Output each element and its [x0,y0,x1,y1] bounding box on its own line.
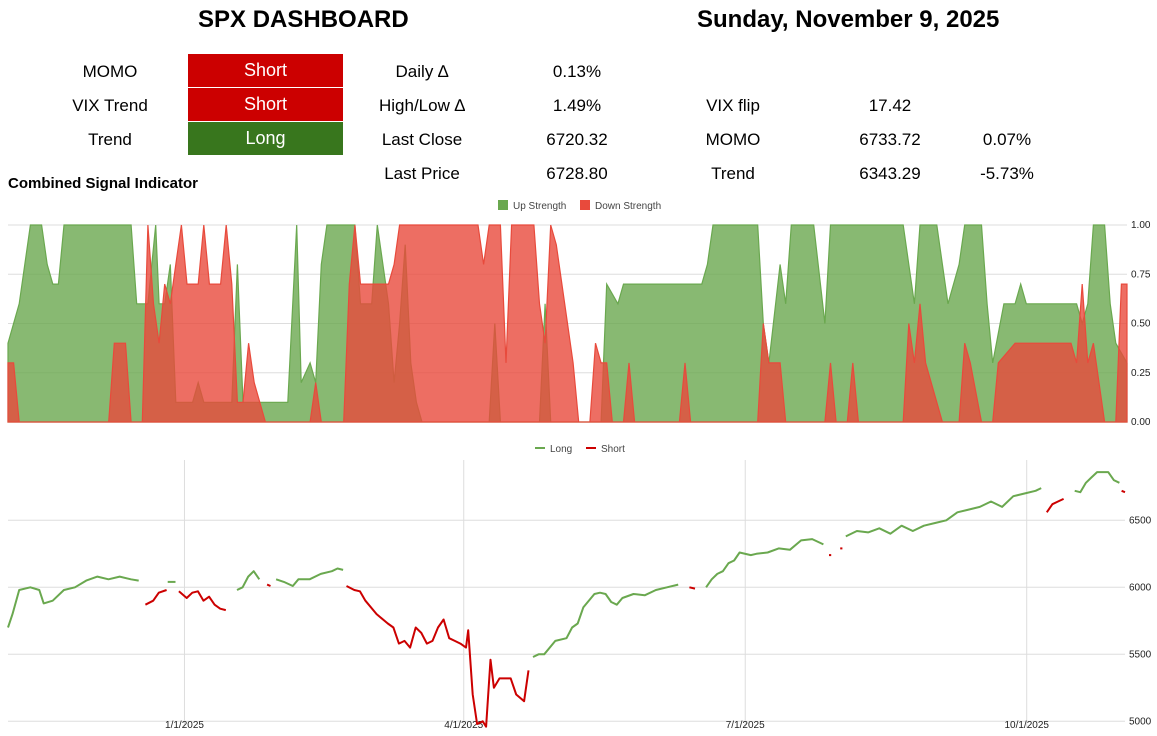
daily-delta-label: Daily ∆ [395,62,449,81]
signal-label-vix-trend: VIX Trend [72,96,148,115]
y-tick-label: 5000 [1129,716,1152,727]
legend-label: Long [550,444,572,455]
x-tick-label: 10/1/2025 [1004,720,1049,731]
signal-label-momo: MOMO [82,62,138,81]
long-segment [845,487,1042,538]
long-segment [705,538,824,588]
legend-label: Short [601,444,625,455]
momo-pct: 0.07% [982,130,1032,149]
long-segment [532,583,679,658]
signal-chart: Up Strength Down Strength 0.00 0.25 0.50 0.75… [7,200,1151,428]
short-segment [266,583,271,587]
y-tick-label: 5500 [1129,649,1152,660]
signal-badge-momo: Short [188,54,343,87]
vix-flip-label: VIX flip [706,96,760,115]
short-segment [144,589,167,606]
last-close-label: Last Close [381,130,463,149]
y-tick-label: 0.25 [1131,368,1151,379]
legend-label: Up Strength [513,201,566,212]
signal-label-trend: Trend [88,130,132,149]
momo-label: MOMO [705,130,761,149]
date-label: Sunday, November 9, 2025 [697,6,1000,33]
legend-swatch [498,200,508,210]
x-tick-label: 4/1/2025 [444,720,483,731]
long-segment [1074,471,1120,494]
down-strength-area [7,224,1128,423]
highlow-delta-label: High/Low ∆ [379,96,465,115]
price-chart: Long Short 5000 5500 6000 6500 1/1/2025 4/1/202… [7,444,1152,731]
y-tick-label: 0.75 [1131,269,1151,280]
page-title: SPX DASHBOARD [198,6,409,33]
y-tick-label: 6000 [1129,582,1152,593]
y-tick-label: 0.00 [1131,417,1151,428]
last-close-value: 6720.32 [546,130,608,149]
daily-delta-value: 0.13% [552,62,602,81]
last-price-label: Last Price [384,164,460,183]
short-segment [689,586,696,590]
y-tick-label: 0.50 [1131,319,1151,330]
short-segment [346,585,530,728]
x-tick-label: 7/1/2025 [726,720,765,731]
y-tick-label: 6500 [1129,515,1152,526]
highlow-delta-value: 1.49% [552,96,602,115]
short-segment [178,590,227,612]
signal-chart-title: Combined Signal Indicator [8,175,199,192]
legend-label: Down Strength [595,201,661,212]
momo-value: 6733.72 [859,130,921,149]
x-tick-label: 1/1/2025 [165,720,204,731]
long-segment [275,567,344,587]
short-segment [1045,497,1065,513]
trend-value: 6343.29 [859,164,921,183]
long-segment [7,575,139,628]
trend-label: Trend [711,164,755,183]
legend-swatch [580,200,590,210]
vix-flip-value: 17.42 [868,96,912,115]
signal-badge-trend: Long [188,122,343,155]
short-segment [1121,489,1126,494]
long-segment [236,570,261,591]
y-tick-label: 1.00 [1131,220,1151,231]
last-price-value: 6728.80 [546,164,608,183]
signal-badge-vix-trend: Short [188,88,343,121]
trend-pct: -5.73% [980,164,1034,183]
